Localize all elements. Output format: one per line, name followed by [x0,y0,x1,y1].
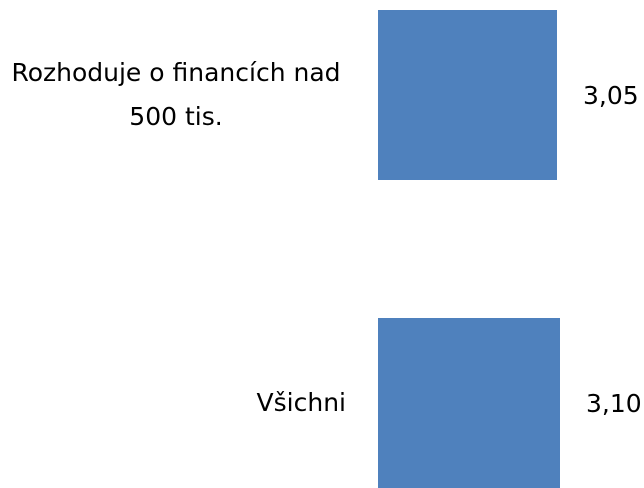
category-label-box: Všichni [0,318,346,488]
category-label: Rozhoduje o financích nad 500 tis. [11,58,341,131]
category-label-box: Rozhoduje o financích nad 500 tis. [0,10,346,180]
bar [378,10,558,180]
bar [378,318,560,488]
bar-row: Všichni 3,10 [0,318,644,488]
value-label: 3,05 [583,80,639,110]
category-label: Všichni [256,388,346,417]
value-label: 3,10 [585,388,642,418]
bar-row: Rozhoduje o financích nad 500 tis. 3,05 [0,10,644,180]
